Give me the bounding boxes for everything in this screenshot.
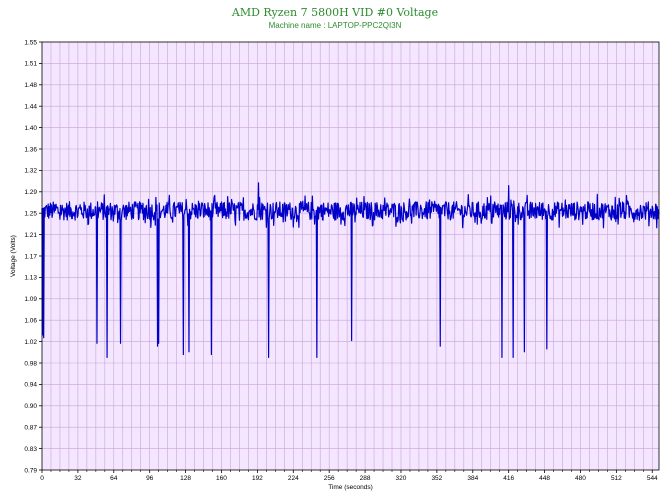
x-tick-label: 192	[252, 475, 263, 482]
y-tick-label: 1.44	[24, 104, 37, 111]
x-tick-label: 480	[575, 475, 586, 482]
y-tick-label: 1.51	[24, 61, 37, 68]
x-tick-label: 544	[647, 475, 658, 482]
y-tick-label: 1.36	[24, 146, 37, 153]
y-tick-label: 1.32	[24, 168, 37, 175]
y-tick-label: 1.48	[24, 82, 37, 89]
plot-border	[41, 41, 660, 471]
y-axis-title: Voltage (Volts)	[10, 235, 17, 277]
x-tick-label: 256	[324, 475, 335, 482]
y-tick-label: 1.21	[24, 232, 37, 239]
y-tick-label: 1.25	[24, 211, 37, 218]
x-tick-label: 416	[503, 475, 514, 482]
chart-title: AMD Ryzen 7 5800H VID #0 Voltage	[231, 6, 439, 19]
y-tick-label: 1.29	[24, 189, 37, 196]
y-tick-label: 1.06	[24, 318, 37, 325]
y-tick-label: 0.87	[24, 425, 37, 432]
x-tick-label: 64	[110, 475, 118, 482]
y-tick-label: 1.13	[24, 275, 37, 282]
x-tick-label: 448	[539, 475, 550, 482]
x-tick-label: 288	[360, 475, 371, 482]
y-tick-label: 0.79	[24, 467, 37, 474]
y-tick-label: 1.40	[24, 125, 37, 132]
x-tick-label: 384	[467, 475, 478, 482]
x-tick-label: 32	[74, 475, 82, 482]
y-tick-label: 0.98	[24, 360, 37, 367]
x-tick-label: 352	[431, 475, 442, 482]
x-tick-label: 0	[40, 475, 44, 482]
x-tick-label: 224	[288, 475, 299, 482]
x-axis-title: Time (seconds)	[328, 484, 373, 491]
y-tick-label: 1.17	[24, 253, 37, 260]
y-tick-label: 1.55	[24, 39, 37, 46]
y-tick-label: 0.94	[24, 382, 37, 389]
series-line	[41, 182, 660, 358]
y-tick-label: 0.90	[24, 403, 37, 410]
y-tick-label: 0.83	[24, 446, 37, 453]
x-tick-label: 512	[611, 475, 622, 482]
x-tick-label: 96	[146, 475, 154, 482]
x-tick-label: 128	[180, 475, 191, 482]
chart-subtitle: Machine name : LAPTOP-PPC2QI3N	[268, 21, 402, 30]
x-tick-label: 160	[216, 475, 227, 482]
y-tick-label: 1.02	[24, 339, 37, 346]
y-tick-label: 1.09	[24, 296, 37, 303]
x-tick-label: 320	[396, 475, 407, 482]
